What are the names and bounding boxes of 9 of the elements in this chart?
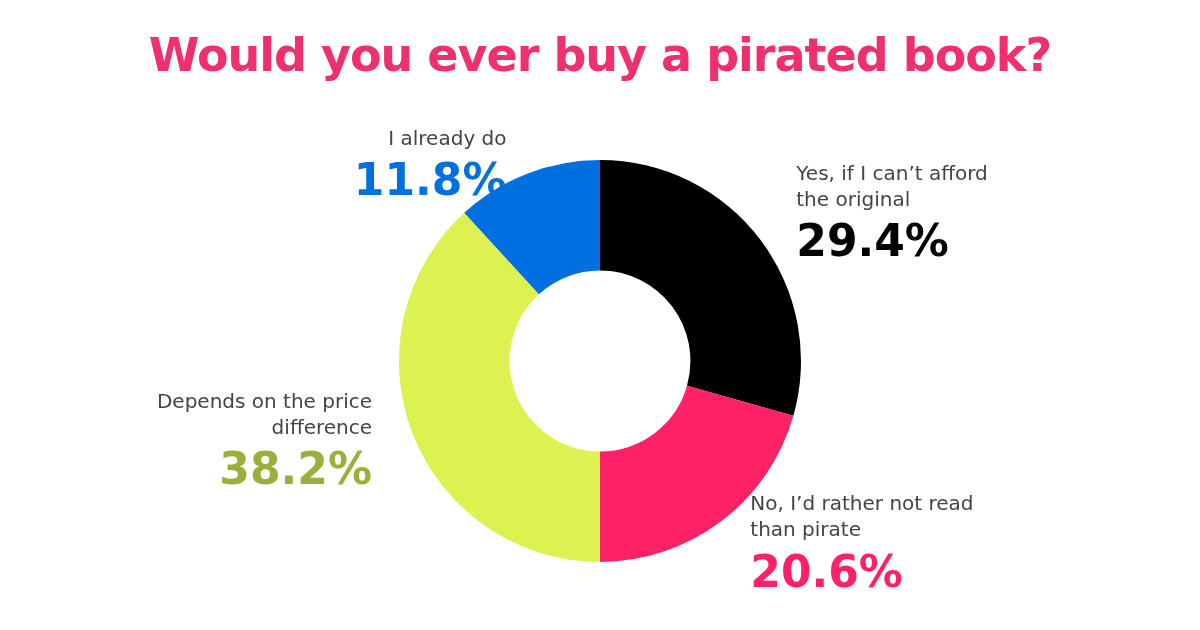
chart-title: Would you ever buy a pirated book? — [147, 28, 1053, 82]
slice-label: No, I’d rather not read than pirate — [750, 491, 974, 542]
data-label: 29.4% — [796, 215, 949, 267]
data-label: 20.6% — [750, 545, 903, 597]
slice-label: Depends on the price difference — [156, 388, 373, 439]
data-label: 11.8% — [353, 154, 507, 206]
slice-label: Yes, if I can’t afford the original — [795, 160, 988, 211]
slice-label: I already do — [388, 126, 507, 151]
data-label: 38.2% — [219, 442, 373, 494]
